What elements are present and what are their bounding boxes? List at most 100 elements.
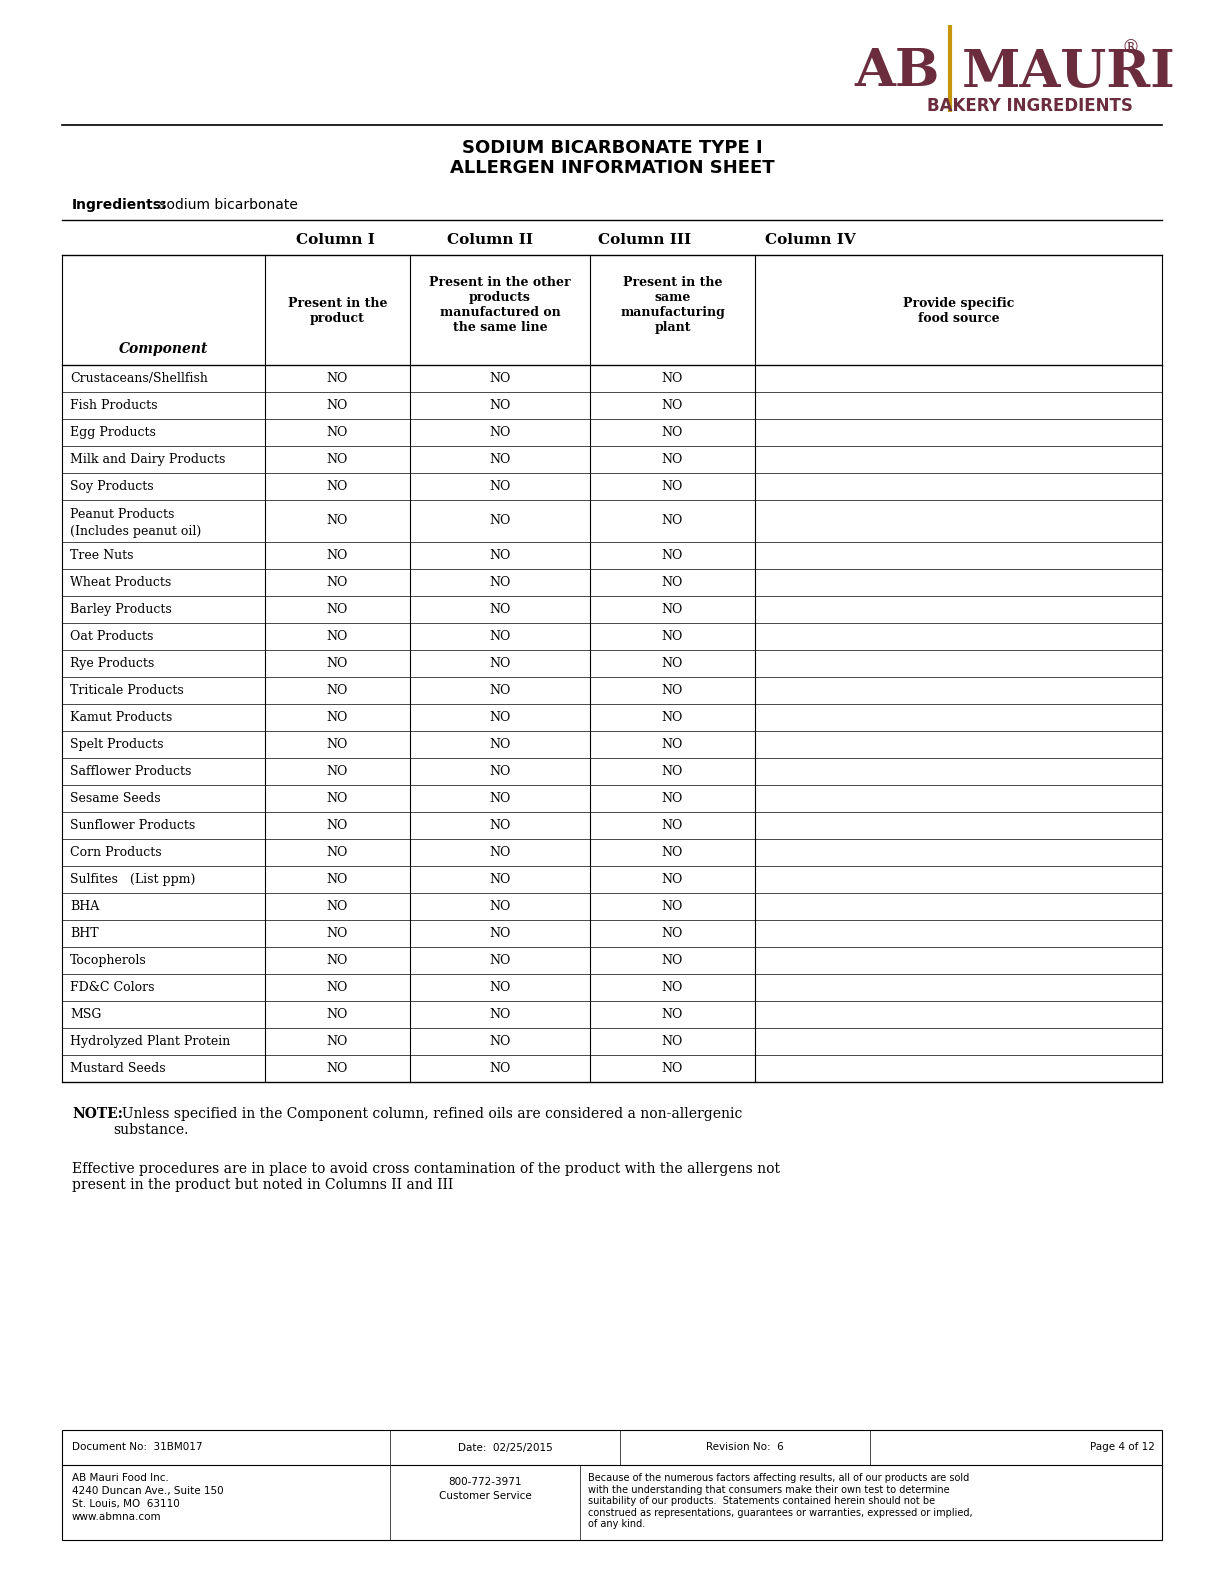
- Text: Fish Products: Fish Products: [70, 399, 158, 412]
- Text: NO: NO: [490, 630, 510, 643]
- Text: Barley Products: Barley Products: [70, 604, 171, 616]
- Text: Present in the other
products
manufactured on
the same line: Present in the other products manufactur…: [430, 276, 570, 334]
- Text: NO: NO: [490, 1061, 510, 1076]
- Text: AB Mauri Food Inc.: AB Mauri Food Inc.: [72, 1473, 169, 1483]
- Text: NO: NO: [662, 630, 683, 643]
- Text: Corn Products: Corn Products: [70, 846, 162, 859]
- Text: NO: NO: [327, 873, 348, 885]
- Text: Column II: Column II: [447, 233, 532, 247]
- Text: Revision No:  6: Revision No: 6: [706, 1443, 783, 1453]
- Text: MSG: MSG: [70, 1007, 102, 1022]
- Text: NO: NO: [662, 1007, 683, 1022]
- Text: NO: NO: [662, 819, 683, 832]
- Text: NO: NO: [327, 577, 348, 589]
- Text: NO: NO: [662, 657, 683, 670]
- Text: MAURI: MAURI: [962, 46, 1176, 98]
- Text: NO: NO: [327, 1061, 348, 1076]
- Text: NO: NO: [490, 927, 510, 939]
- Text: NO: NO: [490, 1007, 510, 1022]
- Text: Column III: Column III: [599, 233, 692, 247]
- Text: Component: Component: [119, 342, 208, 356]
- Text: NO: NO: [662, 765, 683, 778]
- Text: Customer Service: Customer Service: [438, 1491, 531, 1502]
- Text: NO: NO: [490, 738, 510, 751]
- Text: NO: NO: [327, 453, 348, 466]
- Text: NO: NO: [327, 657, 348, 670]
- Text: NO: NO: [662, 1061, 683, 1076]
- Text: NO: NO: [490, 711, 510, 724]
- Text: Tocopherols: Tocopherols: [70, 954, 147, 966]
- Text: NO: NO: [327, 954, 348, 966]
- Text: Rye Products: Rye Products: [70, 657, 154, 670]
- Text: NO: NO: [662, 453, 683, 466]
- Text: Kamut Products: Kamut Products: [70, 711, 173, 724]
- Text: Provide specific
food source: Provide specific food source: [903, 296, 1015, 325]
- Text: Ingredients:: Ingredients:: [72, 198, 168, 212]
- Text: NO: NO: [327, 738, 348, 751]
- Text: Triticale Products: Triticale Products: [70, 684, 184, 697]
- Text: Sesame Seeds: Sesame Seeds: [70, 792, 160, 805]
- Text: NO: NO: [490, 846, 510, 859]
- Text: Because of the numerous factors affecting results, all of our products are sold
: Because of the numerous factors affectin…: [588, 1473, 973, 1530]
- Text: NO: NO: [490, 577, 510, 589]
- Text: Crustaceans/Shellfish: Crustaceans/Shellfish: [70, 372, 208, 385]
- Text: NO: NO: [662, 980, 683, 995]
- Text: NO: NO: [662, 900, 683, 912]
- Text: NO: NO: [662, 604, 683, 616]
- Text: NO: NO: [327, 846, 348, 859]
- Text: NO: NO: [327, 765, 348, 778]
- Text: NO: NO: [662, 792, 683, 805]
- Text: Sunflower Products: Sunflower Products: [70, 819, 196, 832]
- Text: NO: NO: [490, 792, 510, 805]
- Text: NO: NO: [327, 792, 348, 805]
- Text: Soy Products: Soy Products: [70, 480, 154, 493]
- Text: NO: NO: [327, 1034, 348, 1049]
- Text: Oat Products: Oat Products: [70, 630, 153, 643]
- Text: Hydrolyzed Plant Protein: Hydrolyzed Plant Protein: [70, 1034, 230, 1049]
- Text: Mustard Seeds: Mustard Seeds: [70, 1061, 165, 1076]
- Text: NO: NO: [490, 900, 510, 912]
- Text: NO: NO: [490, 684, 510, 697]
- Text: NO: NO: [490, 980, 510, 995]
- Text: AB: AB: [854, 46, 940, 98]
- Text: Milk and Dairy Products: Milk and Dairy Products: [70, 453, 225, 466]
- Text: NO: NO: [662, 426, 683, 439]
- Text: NO: NO: [490, 480, 510, 493]
- Text: NO: NO: [327, 426, 348, 439]
- Text: NO: NO: [327, 684, 348, 697]
- Text: Present in the
product: Present in the product: [288, 296, 387, 325]
- Text: St. Louis, MO  63110: St. Louis, MO 63110: [72, 1498, 180, 1510]
- Text: NO: NO: [490, 873, 510, 885]
- Text: NOTE:: NOTE:: [72, 1107, 122, 1121]
- Text: NO: NO: [327, 927, 348, 939]
- Text: ALLERGEN INFORMATION SHEET: ALLERGEN INFORMATION SHEET: [449, 158, 775, 177]
- Text: NO: NO: [490, 604, 510, 616]
- Text: Tree Nuts: Tree Nuts: [70, 550, 133, 562]
- Text: Unless specified in the Component column, refined oils are considered a non-alle: Unless specified in the Component column…: [113, 1107, 743, 1137]
- Text: SODIUM BICARBONATE TYPE I: SODIUM BICARBONATE TYPE I: [461, 139, 763, 157]
- Text: NO: NO: [327, 630, 348, 643]
- Text: NO: NO: [662, 927, 683, 939]
- Text: Document No:  31BM017: Document No: 31BM017: [72, 1443, 202, 1453]
- Text: NO: NO: [327, 900, 348, 912]
- Text: NO: NO: [490, 1034, 510, 1049]
- Text: NO: NO: [662, 873, 683, 885]
- Text: NO: NO: [490, 453, 510, 466]
- Text: NO: NO: [662, 738, 683, 751]
- Text: NO: NO: [327, 819, 348, 832]
- Text: NO: NO: [490, 819, 510, 832]
- Text: Page 4 of 12: Page 4 of 12: [1091, 1443, 1155, 1453]
- Text: NO: NO: [327, 604, 348, 616]
- Text: NO: NO: [662, 399, 683, 412]
- Text: NO: NO: [662, 684, 683, 697]
- Text: NO: NO: [490, 372, 510, 385]
- Text: NO: NO: [490, 515, 510, 527]
- Text: sodium bicarbonate: sodium bicarbonate: [155, 198, 297, 212]
- Text: NO: NO: [327, 980, 348, 995]
- Text: www.abmna.com: www.abmna.com: [72, 1513, 162, 1522]
- Text: Spelt Products: Spelt Products: [70, 738, 164, 751]
- Text: BAKERY INGREDIENTS: BAKERY INGREDIENTS: [927, 97, 1133, 116]
- Text: NO: NO: [327, 399, 348, 412]
- Text: Column I: Column I: [295, 233, 375, 247]
- Text: NO: NO: [490, 765, 510, 778]
